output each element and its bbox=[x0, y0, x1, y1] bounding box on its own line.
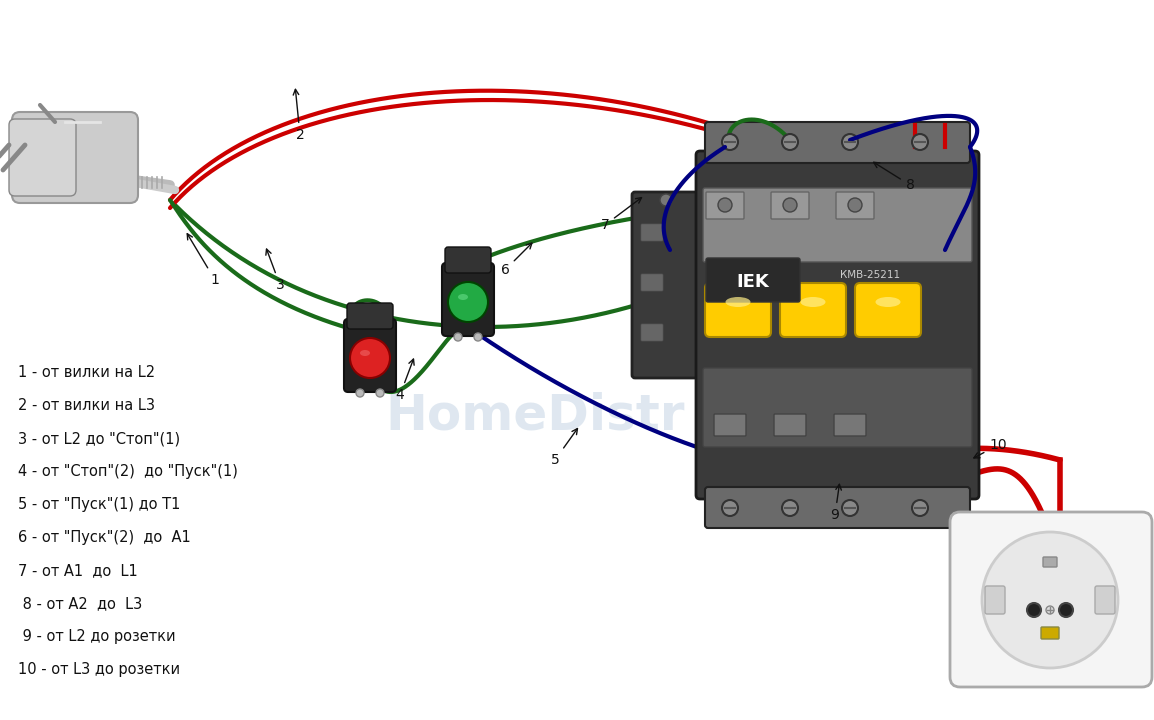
Text: 10 - от L3 до розетки: 10 - от L3 до розетки bbox=[18, 662, 180, 677]
FancyBboxPatch shape bbox=[774, 414, 805, 436]
Ellipse shape bbox=[876, 297, 900, 307]
Circle shape bbox=[1059, 603, 1073, 617]
FancyBboxPatch shape bbox=[705, 283, 771, 337]
FancyBboxPatch shape bbox=[344, 319, 396, 392]
Circle shape bbox=[718, 198, 732, 212]
FancyBboxPatch shape bbox=[780, 283, 846, 337]
FancyBboxPatch shape bbox=[445, 247, 490, 273]
Circle shape bbox=[784, 198, 797, 212]
FancyBboxPatch shape bbox=[1041, 627, 1059, 639]
Circle shape bbox=[350, 338, 390, 378]
Circle shape bbox=[448, 282, 488, 322]
Text: 5: 5 bbox=[550, 428, 577, 467]
Circle shape bbox=[376, 389, 384, 397]
Circle shape bbox=[474, 333, 482, 341]
Text: 2 - от вилки на L3: 2 - от вилки на L3 bbox=[18, 398, 155, 413]
FancyBboxPatch shape bbox=[347, 303, 394, 329]
Circle shape bbox=[660, 194, 672, 206]
FancyBboxPatch shape bbox=[703, 188, 972, 262]
Text: 8: 8 bbox=[874, 162, 914, 192]
FancyBboxPatch shape bbox=[834, 414, 866, 436]
FancyBboxPatch shape bbox=[696, 151, 979, 499]
FancyBboxPatch shape bbox=[632, 192, 700, 378]
Circle shape bbox=[842, 500, 859, 516]
Text: 1 - от вилки на L2: 1 - от вилки на L2 bbox=[18, 365, 155, 380]
Circle shape bbox=[355, 389, 364, 397]
Text: IEK: IEK bbox=[736, 273, 770, 291]
Text: 5 - от "Пуск"(1) до Т1: 5 - от "Пуск"(1) до Т1 bbox=[18, 497, 180, 512]
Circle shape bbox=[722, 500, 739, 516]
Ellipse shape bbox=[458, 294, 469, 300]
FancyBboxPatch shape bbox=[986, 586, 1005, 614]
Text: 3 - от L2 до "Стоп"(1): 3 - от L2 до "Стоп"(1) bbox=[18, 431, 180, 446]
FancyBboxPatch shape bbox=[640, 274, 664, 291]
Text: HomeDistr: HomeDistr bbox=[385, 391, 684, 439]
Ellipse shape bbox=[360, 350, 370, 356]
Text: 2: 2 bbox=[293, 89, 305, 142]
FancyBboxPatch shape bbox=[703, 368, 972, 447]
Text: 3: 3 bbox=[265, 249, 284, 292]
Text: 9: 9 bbox=[831, 485, 841, 522]
Circle shape bbox=[782, 134, 799, 150]
Circle shape bbox=[912, 134, 928, 150]
FancyBboxPatch shape bbox=[706, 192, 744, 219]
FancyBboxPatch shape bbox=[442, 263, 494, 336]
Text: КМВ-25211: КМВ-25211 bbox=[840, 270, 900, 280]
FancyBboxPatch shape bbox=[855, 283, 921, 337]
FancyBboxPatch shape bbox=[835, 192, 874, 219]
Circle shape bbox=[842, 134, 859, 150]
FancyBboxPatch shape bbox=[1043, 557, 1057, 567]
FancyBboxPatch shape bbox=[950, 512, 1152, 687]
Circle shape bbox=[1027, 603, 1041, 617]
FancyBboxPatch shape bbox=[640, 324, 664, 341]
Circle shape bbox=[722, 134, 739, 150]
Text: 8 - от А2  до  L3: 8 - от А2 до L3 bbox=[18, 596, 142, 611]
Text: 9 - от L2 до розетки: 9 - от L2 до розетки bbox=[18, 629, 175, 644]
Text: 7 - от А1  до  L1: 7 - от А1 до L1 bbox=[18, 563, 137, 578]
Ellipse shape bbox=[726, 297, 750, 307]
FancyBboxPatch shape bbox=[9, 119, 76, 196]
Text: 7: 7 bbox=[600, 197, 642, 232]
Text: 4: 4 bbox=[396, 359, 414, 402]
Text: 6: 6 bbox=[501, 243, 532, 277]
FancyBboxPatch shape bbox=[705, 487, 971, 528]
FancyBboxPatch shape bbox=[706, 258, 800, 302]
Circle shape bbox=[982, 532, 1118, 668]
FancyBboxPatch shape bbox=[1095, 586, 1115, 614]
Text: 6 - от "Пуск"(2)  до  А1: 6 - от "Пуск"(2) до А1 bbox=[18, 530, 190, 545]
FancyBboxPatch shape bbox=[12, 112, 138, 203]
FancyBboxPatch shape bbox=[640, 224, 664, 241]
Ellipse shape bbox=[801, 297, 825, 307]
Circle shape bbox=[1046, 606, 1054, 614]
Text: 10: 10 bbox=[974, 438, 1006, 458]
Circle shape bbox=[454, 333, 462, 341]
FancyBboxPatch shape bbox=[956, 519, 1148, 683]
Circle shape bbox=[848, 198, 862, 212]
Circle shape bbox=[782, 500, 799, 516]
Text: 4 - от "Стоп"(2)  до "Пуск"(1): 4 - от "Стоп"(2) до "Пуск"(1) bbox=[18, 464, 238, 479]
FancyBboxPatch shape bbox=[771, 192, 809, 219]
Text: 1: 1 bbox=[187, 234, 219, 287]
Circle shape bbox=[912, 500, 928, 516]
FancyBboxPatch shape bbox=[705, 122, 971, 163]
FancyBboxPatch shape bbox=[714, 414, 745, 436]
